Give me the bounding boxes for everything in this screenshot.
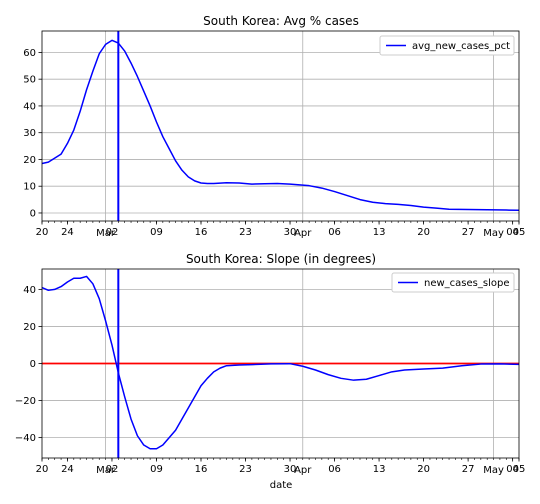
x-tick-label: 27 (462, 464, 475, 475)
legend-box (379, 35, 515, 56)
x-tick-label: 02 (106, 227, 119, 238)
plot-frame (41, 30, 520, 222)
y-tick-label: −40 (15, 433, 36, 444)
x-tick-label: 05 (513, 464, 526, 475)
x-tick-label: 20 (417, 464, 430, 475)
x-tick-label: 13 (373, 227, 386, 238)
x-month-label: May (483, 465, 504, 476)
legend-label: avg_new_cases_pct (412, 41, 510, 52)
x-tick-label: 04 (506, 227, 519, 238)
legend: avg_new_cases_pct (379, 35, 515, 56)
series-lines (41, 39, 520, 212)
x-tick-label: 20 (417, 227, 430, 238)
x-tick-label: 02 (106, 464, 119, 475)
y-tick-label: 20 (23, 155, 36, 166)
x-tick-label: 06 (328, 464, 341, 475)
y-tick-label: 30 (23, 128, 36, 139)
x-tick-label: 23 (239, 227, 252, 238)
y-tick-label: 10 (23, 182, 36, 193)
y-tick-label: 60 (23, 48, 36, 59)
grid (42, 31, 519, 221)
x-tick-label: 20 (36, 227, 49, 238)
y-tick-label: 50 (23, 75, 36, 86)
x-tick-label: 23 (239, 464, 252, 475)
x-tick-label: 30 (284, 227, 297, 238)
y-tick-label: 40 (23, 101, 36, 112)
chart-title: South Korea: Slope (in degrees) (186, 252, 376, 266)
x-month-label: Mar (96, 465, 116, 476)
legend-box (391, 272, 515, 293)
x-tick-label: 06 (328, 227, 341, 238)
x-month-label: Mar (96, 228, 116, 239)
series-line-new_cases_slope (41, 275, 520, 450)
x-tick-label: 24 (61, 227, 74, 238)
x-tick-label: 30 (284, 464, 297, 475)
x-tick-label: 20 (36, 464, 49, 475)
chart-title: South Korea: Avg % cases (203, 14, 359, 28)
series-line-avg_new_cases_pct (41, 39, 520, 212)
x-tick-label: 05 (513, 227, 526, 238)
x-tick-label: 27 (462, 227, 475, 238)
chart-slope: South Korea: Slope (in degrees) −40−2002… (15, 252, 525, 491)
legend: new_cases_slope (391, 272, 515, 293)
x-tick-label: 09 (150, 227, 163, 238)
x-axis-label: date (270, 480, 293, 491)
y-tick-label: 0 (30, 359, 36, 370)
y-tick-label: −20 (15, 396, 36, 407)
x-month-label: Apr (294, 228, 312, 239)
x-tick-label: 13 (373, 464, 386, 475)
x-tick-label: 04 (506, 464, 519, 475)
y-tick-label: 40 (23, 285, 36, 296)
series-lines (41, 275, 520, 450)
x-tick-label: 24 (61, 464, 74, 475)
y-tick-label: 0 (30, 208, 36, 219)
plot-frame (41, 268, 520, 459)
x-month-label: May (483, 228, 504, 239)
x-tick-label: 09 (150, 464, 163, 475)
x-tick-label: 16 (195, 464, 208, 475)
x-month-label: Apr (294, 465, 312, 476)
chart-avg-cases: South Korea: Avg % cases 0 10 20 30 40 50 60 20… (23, 14, 525, 239)
legend-label: new_cases_slope (424, 278, 509, 289)
x-tick-label: 16 (195, 227, 208, 238)
y-tick-label: 20 (23, 322, 36, 333)
